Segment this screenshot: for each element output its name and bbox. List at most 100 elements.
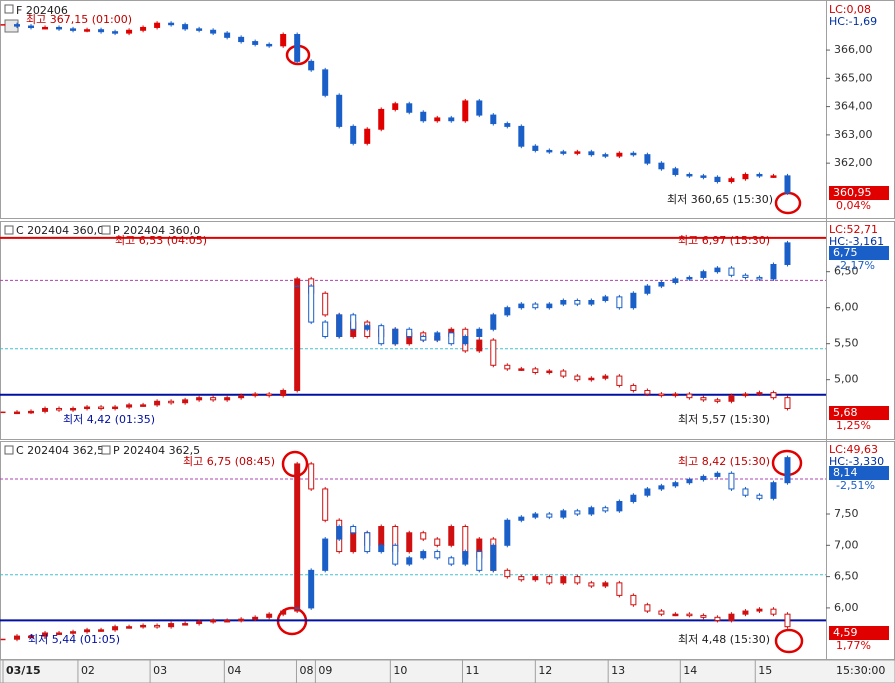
candle (728, 472, 735, 490)
x-tick-label: 10 (393, 664, 407, 677)
candle (658, 393, 665, 397)
candle (518, 125, 525, 147)
candle (630, 494, 637, 502)
annotation: 최고 6,75 (08:45) (183, 455, 275, 468)
y-tick-label: 364,00 (834, 100, 873, 113)
candle (756, 173, 763, 177)
candle (322, 69, 329, 96)
candle (224, 397, 231, 401)
y-tick-label: 6,00 (834, 601, 859, 614)
candle (658, 281, 665, 287)
candle (728, 395, 735, 402)
candle (644, 285, 651, 294)
price-tag-label: 6,75 (833, 246, 858, 259)
candle (42, 407, 49, 412)
candle (532, 145, 539, 151)
annotation: 최고 6,53 (04:05) (115, 234, 207, 247)
annotation: 최저 4,42 (01:35) (63, 413, 155, 426)
candle (644, 488, 651, 496)
y-tick-label: 6,00 (834, 301, 859, 314)
candle (462, 335, 469, 345)
candle (168, 623, 175, 628)
candle (476, 339, 483, 352)
candle (742, 610, 749, 615)
candle (336, 314, 343, 337)
candle (42, 632, 49, 637)
candle (714, 176, 721, 183)
candle (168, 400, 175, 404)
legend-swatch (101, 445, 111, 455)
candle (322, 488, 329, 521)
candle (644, 154, 651, 164)
y-tick-label: 366,00 (834, 43, 873, 56)
candle (532, 576, 539, 581)
candle (434, 538, 441, 546)
price-tag (829, 246, 889, 260)
candle (448, 332, 455, 345)
candle (406, 557, 413, 565)
y-tick-label: 5,00 (834, 373, 859, 386)
candle (224, 32, 231, 38)
price-change: -2,51% (836, 479, 875, 492)
hc-label: HC:-1,69 (829, 15, 877, 28)
candle (70, 407, 77, 411)
candle (658, 162, 665, 170)
candle (70, 28, 77, 31)
candle (546, 370, 553, 374)
candle (546, 513, 553, 518)
legend-swatch (4, 225, 14, 235)
x-tick-label: 13 (611, 664, 625, 677)
candle (14, 635, 21, 640)
candle (616, 152, 623, 157)
candle (462, 551, 469, 565)
candle (392, 544, 399, 565)
candle (686, 393, 693, 399)
candle (756, 276, 763, 280)
candle (686, 173, 693, 177)
candle (742, 173, 749, 180)
candle (364, 128, 371, 144)
candle (588, 507, 595, 515)
legend-swatch (101, 225, 111, 235)
hc-label: HC:-3,161 (829, 235, 884, 248)
candle (308, 463, 315, 490)
candle (700, 175, 707, 178)
candle (616, 296, 623, 309)
candle (784, 397, 791, 409)
candle (182, 399, 189, 404)
candle (658, 610, 665, 615)
candle (518, 516, 525, 521)
candle (210, 29, 217, 34)
legend-label: C 202404 362,5 (16, 444, 104, 457)
lc-label: LC:52,71 (829, 223, 878, 236)
candle (322, 292, 329, 316)
legend-label: P 202404 362,5 (113, 444, 200, 457)
candle (644, 604, 651, 612)
candle (140, 624, 147, 628)
candle (378, 544, 385, 553)
candle (70, 631, 77, 634)
candle (658, 485, 665, 490)
y-tick-label: 7,50 (834, 507, 859, 520)
candle (350, 526, 357, 534)
candle (336, 526, 343, 540)
candle (280, 389, 287, 397)
candle (588, 582, 595, 587)
x-tick-label: 03 (153, 664, 167, 677)
y-tick-label: 5,50 (834, 337, 859, 350)
candle (182, 24, 189, 30)
candle (672, 482, 679, 487)
candle (742, 274, 749, 278)
candle (728, 613, 735, 621)
candle (98, 29, 105, 33)
candle (546, 303, 553, 309)
x-tick-label: 08 (299, 664, 313, 677)
candle (0, 24, 6, 26)
candle (392, 103, 399, 110)
price-tag (829, 406, 889, 420)
candle (448, 526, 455, 546)
candle (420, 111, 427, 122)
price-tag-label: 4,59 (833, 626, 858, 639)
candle (742, 393, 749, 397)
